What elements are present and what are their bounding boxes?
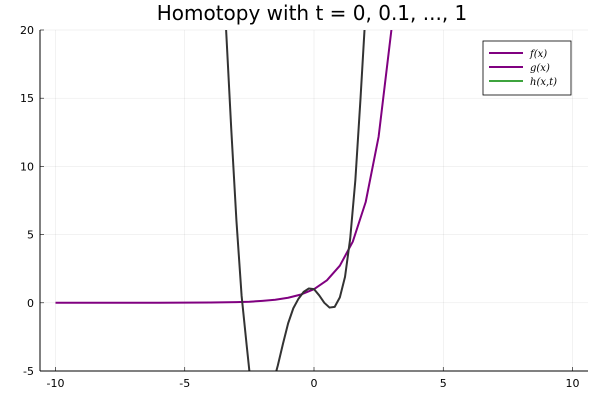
y-tick-label: -5 (23, 365, 34, 378)
series-line-fx (55, 30, 393, 304)
x-tick-label: -5 (179, 377, 190, 390)
x-tick-label: -10 (47, 377, 65, 390)
y-tick-label: 15 (20, 92, 34, 105)
y-tick-label: 10 (20, 160, 34, 173)
x-tick-label: 10 (565, 377, 579, 390)
series-layer (55, 30, 393, 371)
x-tick-label: 5 (440, 377, 447, 390)
y-tick-label: 20 (20, 24, 34, 37)
series-line-3 (225, 30, 251, 371)
legend: f(x) g(x) h(x,t) (482, 40, 572, 96)
y-tick-label: 0 (27, 297, 34, 310)
legend-label: f(x) (529, 49, 547, 60)
x-tick-label: 0 (311, 377, 318, 390)
series-line-4 (275, 30, 366, 371)
legend-label: g(x) (530, 63, 550, 74)
chart-title: Homotopy with t = 0, 0.1, ..., 1 (157, 1, 468, 25)
legend-label: h(x,t) (530, 77, 557, 88)
y-tick-label: 5 (27, 229, 34, 242)
tick-labels: -10 -5 0 5 10 -5 0 5 10 15 20 (20, 24, 579, 390)
